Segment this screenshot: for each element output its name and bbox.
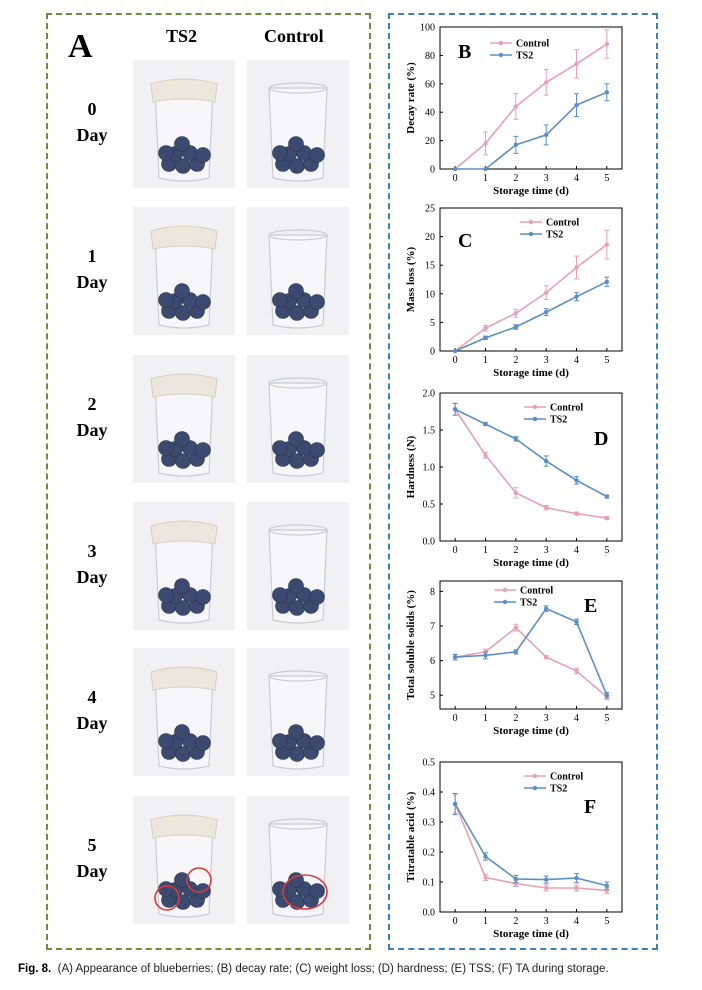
blueberry: [309, 589, 325, 605]
photo-control: [247, 502, 349, 630]
day-number: 5: [87, 835, 97, 855]
photo-ts2: [133, 502, 235, 630]
jar-cover-film: [150, 373, 218, 398]
blueberry: [288, 578, 304, 594]
jar-cover-film: [150, 814, 218, 839]
jar-rim: [268, 82, 328, 94]
jar-illustration: [268, 818, 328, 918]
day-word: Day: [76, 272, 108, 292]
blueberry: [288, 136, 304, 152]
jar-illustration: [150, 373, 218, 477]
blueberry: [309, 883, 325, 899]
panel-a-frame: [46, 13, 371, 950]
jar-illustration: [150, 78, 218, 182]
jar-illustration: [150, 666, 218, 770]
photo-ts2: [133, 355, 235, 483]
jar-cover-film: [150, 78, 218, 103]
day-number: 3: [87, 541, 97, 561]
jar-rim: [268, 377, 328, 389]
blueberry: [195, 442, 211, 458]
blueberry: [195, 735, 211, 751]
blueberry: [174, 136, 190, 152]
photo-control: [247, 207, 349, 335]
photo-control: [247, 60, 349, 188]
jar-rim: [268, 670, 328, 682]
day-number: 4: [87, 687, 97, 707]
photo-ts2: [133, 648, 235, 776]
day-label: 0 Day: [62, 96, 122, 148]
day-label: 1 Day: [62, 243, 122, 295]
jar-rim: [268, 229, 328, 241]
day-label: 3 Day: [62, 538, 122, 590]
blueberry: [174, 431, 190, 447]
day-label: 2 Day: [62, 391, 122, 443]
blueberry: [309, 147, 325, 163]
photo-ts2: [133, 796, 235, 924]
caption-label: Fig. 8.: [18, 963, 52, 975]
blueberry: [174, 578, 190, 594]
blueberry: [158, 881, 174, 897]
blueberry: [309, 294, 325, 310]
decay-circle: [282, 874, 328, 910]
blueberry: [158, 292, 174, 308]
jar-illustration: [150, 225, 218, 329]
jar-rim: [268, 524, 328, 536]
blueberry: [272, 145, 288, 161]
decay-circle: [154, 885, 180, 911]
blueberry: [272, 292, 288, 308]
jar-illustration: [150, 814, 218, 918]
blueberry: [158, 145, 174, 161]
day-number: 0: [87, 99, 97, 119]
day-word: Day: [76, 420, 108, 440]
day-word: Day: [76, 567, 108, 587]
day-label: 5 Day: [62, 832, 122, 884]
blueberry: [174, 872, 190, 888]
jar-cover-film: [150, 666, 218, 691]
blueberry: [309, 442, 325, 458]
blueberry: [174, 724, 190, 740]
blueberry: [272, 587, 288, 603]
day-word: Day: [76, 861, 108, 881]
blueberry: [195, 294, 211, 310]
column-header-ts2: TS2: [166, 26, 198, 46]
jar-illustration: [268, 82, 328, 182]
day-number: 2: [87, 394, 97, 414]
caption-text: (A) Appearance of blueberries; (B) decay…: [57, 963, 609, 975]
blueberry: [309, 735, 325, 751]
blueberry: [272, 733, 288, 749]
jar-cover-film: [150, 225, 218, 250]
photo-control: [247, 355, 349, 483]
photo-ts2: [133, 60, 235, 188]
blueberry: [272, 440, 288, 456]
jar-illustration: [268, 670, 328, 770]
day-word: Day: [76, 713, 108, 733]
photo-ts2: [133, 207, 235, 335]
panel-a-label: A: [68, 28, 93, 65]
jar-illustration: [150, 520, 218, 624]
blueberry: [158, 440, 174, 456]
column-header-control: Control: [264, 26, 324, 46]
blueberry: [158, 733, 174, 749]
blueberry: [174, 283, 190, 299]
jar-illustration: [268, 377, 328, 477]
blueberry: [158, 587, 174, 603]
blueberry: [288, 283, 304, 299]
figure-caption: Fig. 8. (A) Appearance of blueberries; (…: [18, 963, 609, 975]
blueberry: [195, 147, 211, 163]
decay-circle: [186, 867, 212, 893]
jar-illustration: [268, 229, 328, 329]
jar-cover-film: [150, 520, 218, 545]
day-number: 1: [87, 246, 97, 266]
jar-rim: [268, 818, 328, 830]
jar-illustration: [268, 524, 328, 624]
blueberry: [195, 589, 211, 605]
panel-charts-frame: [388, 13, 658, 950]
blueberry: [288, 724, 304, 740]
blueberry: [288, 431, 304, 447]
day-word: Day: [76, 125, 108, 145]
photo-control: [247, 648, 349, 776]
day-label: 4 Day: [62, 684, 122, 736]
photo-control: [247, 796, 349, 924]
